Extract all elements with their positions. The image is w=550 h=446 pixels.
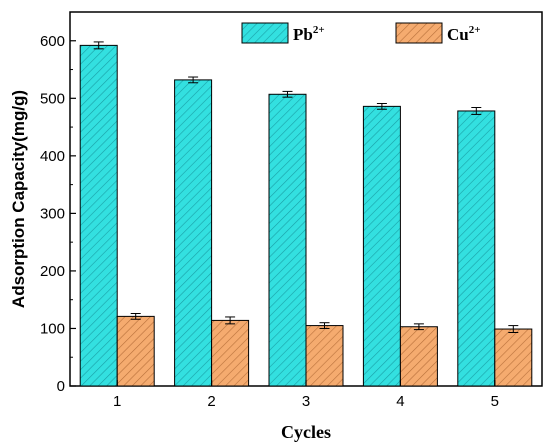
bar-pb-cycle-2 [174,79,213,387]
y-tick-label: 600 [40,33,65,50]
bar-pb-cycle-4 [362,105,401,387]
error-bar-cu-cycle-2 [225,316,236,325]
error-bars-layer [93,41,519,333]
y-axis-ticks: 0 100 200 300 400 500 600 [40,33,76,395]
bar-cu-cycle-4 [399,326,438,387]
error-bar-pb-cycle-4 [376,102,387,110]
error-bar-pb-cycle-1 [93,41,104,50]
x-tick-label-5: 5 [491,393,499,410]
y-tick-label: 500 [40,90,65,107]
bar-cu-cycle-1 [116,315,155,387]
legend-label-pb: Pb2+ [293,24,325,44]
bar-cu-cycle-5 [494,328,533,387]
x-tick-label-1: 1 [113,393,121,410]
error-bar-cu-cycle-4 [413,323,424,331]
error-bar-pb-cycle-3 [282,90,293,98]
bar-pb-cycle-1 [79,44,118,387]
y-axis-title: Adsorption Capacity(mg/g) [9,90,28,308]
y-tick-label: 100 [40,320,65,337]
y-tick-label: 300 [40,205,65,222]
y-tick-label: 0 [57,378,65,395]
error-bar-pb-cycle-2 [188,76,199,84]
legend: Pb2+ Cu2+ [241,22,481,44]
legend-swatch-pb [241,22,289,44]
bar-pb-cycle-5 [457,110,496,387]
x-tick-label-4: 4 [396,393,404,410]
bar-pb-cycle-3 [268,93,307,387]
error-bar-cu-cycle-3 [319,322,330,329]
y-tick-label: 400 [40,148,65,165]
x-tick-label-2: 2 [207,393,215,410]
y-tick-label: 200 [40,263,65,280]
legend-swatch-cu [395,22,443,44]
error-bar-cu-cycle-5 [508,325,519,333]
x-axis-ticks: 1 2 3 4 5 [113,380,499,410]
bars-layer [79,44,533,387]
bar-cu-cycle-3 [305,325,344,387]
error-bar-pb-cycle-5 [471,107,482,115]
legend-label-cu: Cu2+ [447,24,481,44]
bar-cu-cycle-2 [211,319,250,387]
x-tick-label-3: 3 [302,393,310,410]
x-axis-title: Cycles [281,422,331,442]
error-bar-cu-cycle-1 [130,313,141,320]
